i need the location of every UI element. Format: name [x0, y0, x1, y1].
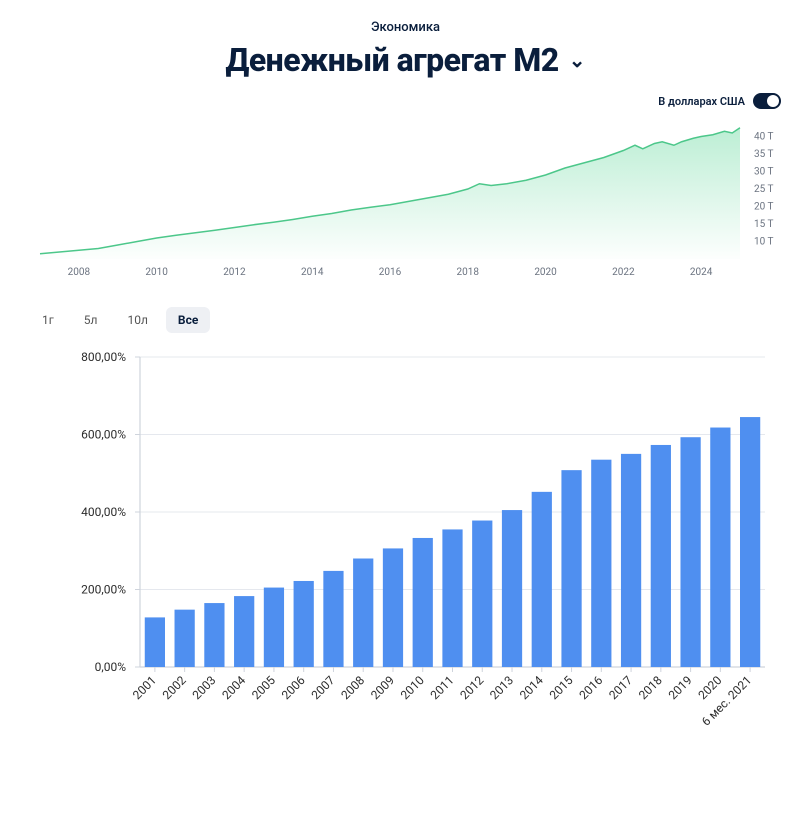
bar-x-tick: 2007 — [309, 673, 338, 702]
bar-x-tick: 2004 — [219, 673, 248, 702]
area-x-tick: 2016 — [379, 267, 402, 278]
bar — [532, 492, 552, 667]
bar-x-tick: 2015 — [547, 673, 576, 702]
bar-y-tick: 800,00% — [81, 350, 126, 364]
page-subtitle: Экономика — [30, 20, 781, 35]
bar-x-tick: 2013 — [487, 673, 516, 702]
bar — [353, 559, 373, 668]
range-tab-10л[interactable]: 10л — [115, 307, 159, 333]
bar — [591, 460, 611, 667]
area-x-tick: 2012 — [223, 267, 246, 278]
area-x-tick: 2024 — [690, 267, 713, 278]
range-tab-1г[interactable]: 1г — [30, 307, 66, 333]
chevron-down-icon: ⌄ — [569, 48, 586, 72]
area-chart-container: В долларах США 10 T15 T20 T25 T30 T35 T4… — [30, 99, 781, 289]
area-x-tick: 2020 — [534, 267, 557, 278]
bar — [204, 603, 224, 667]
area-y-tick: 35 T — [754, 149, 774, 160]
range-tabs: 1г5л10л Все — [30, 307, 781, 333]
bar — [502, 510, 522, 667]
bar-x-tick: 2010 — [398, 673, 427, 702]
bar — [234, 596, 254, 667]
bar — [175, 610, 195, 667]
area-x-tick: 2018 — [457, 267, 480, 278]
bar-y-tick: 0,00% — [95, 660, 127, 674]
bar — [621, 454, 641, 667]
bar-chart: 0,00%200,00%400,00%600,00%800,00%2001200… — [30, 347, 781, 747]
range-tab-Все[interactable]: Все — [166, 307, 210, 333]
bar — [413, 538, 433, 667]
currency-toggle-label: В долларах США — [658, 95, 745, 108]
bar-x-tick: 2018 — [636, 673, 665, 702]
bar-x-tick: 2005 — [249, 673, 278, 702]
area-y-tick: 30 T — [754, 167, 774, 178]
bar — [561, 470, 581, 667]
bar-x-tick: 2008 — [338, 673, 367, 702]
bar — [651, 445, 671, 667]
area-chart: 10 T 15 T 20 T 25 T 30 T 35 T 40 T 2008 2010 2012… — [30, 99, 781, 289]
bar — [740, 417, 760, 667]
bar-x-tick: 2014 — [517, 673, 546, 702]
bar-y-tick: 400,00% — [81, 505, 126, 519]
bar-x-tick: 2011 — [428, 673, 457, 702]
area-y-tick: 15 T — [754, 219, 774, 230]
bar — [383, 548, 403, 667]
bar-chart-container: 0,00%200,00%400,00%600,00%800,00%2001200… — [30, 347, 781, 747]
bar — [264, 588, 284, 667]
bar — [442, 529, 462, 667]
area-x-tick: 2008 — [68, 267, 91, 278]
range-tab-5л[interactable]: 5л — [72, 307, 110, 333]
bar — [472, 521, 492, 667]
bar-x-tick: 2019 — [666, 673, 695, 702]
area-x-tick: 2010 — [145, 267, 168, 278]
bar — [323, 571, 343, 667]
bar — [294, 581, 314, 667]
area-y-tick: 25 T — [754, 184, 774, 195]
bar-x-tick: 2012 — [457, 673, 486, 702]
page-title: Денежный агрегат M2 — [226, 41, 559, 79]
bar-x-tick: 2009 — [368, 673, 397, 702]
currency-toggle[interactable] — [753, 93, 781, 109]
area-y-tick: 10 T — [754, 237, 774, 248]
area-x-tick: 2014 — [301, 267, 324, 278]
bar — [680, 437, 700, 667]
bar-x-tick: 2017 — [606, 673, 635, 702]
bar-x-tick: 2006 — [279, 673, 308, 702]
bar-x-tick: 2001 — [130, 673, 159, 702]
area-y-tick: 40 T — [754, 132, 774, 143]
bar-x-tick: 2003 — [190, 673, 219, 702]
bar-y-tick: 200,00% — [81, 583, 126, 597]
area-fill — [40, 128, 740, 259]
title-row[interactable]: Денежный агрегат M2 ⌄ — [226, 41, 586, 79]
bar — [710, 428, 730, 667]
area-x-tick: 2022 — [612, 267, 635, 278]
bar — [145, 617, 165, 667]
bar-x-tick: 2002 — [160, 673, 189, 702]
bar-x-tick: 2016 — [576, 673, 605, 702]
currency-toggle-row: В долларах США — [658, 93, 781, 109]
area-y-tick: 20 T — [754, 202, 774, 213]
bar-y-tick: 600,00% — [81, 428, 126, 442]
